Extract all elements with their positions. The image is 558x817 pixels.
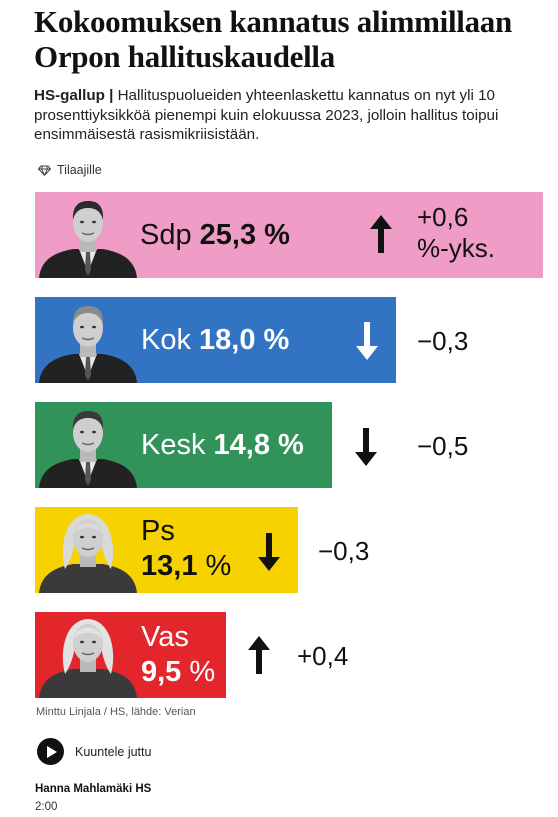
lead-paragraph: HS-gallup | Hallituspuolueiden yhteenlas… (34, 86, 539, 145)
party-leader-portrait (35, 507, 141, 593)
party-name: Sdp (140, 219, 192, 251)
arrow-down-icon (354, 427, 378, 467)
party-name: Ps (141, 515, 175, 547)
party-change-value: −0,5 (417, 431, 469, 461)
subscribers-badge: Tilaajille (38, 162, 102, 178)
image-credit: Minttu Linjala / HS, lähde: Verian (36, 706, 196, 718)
lead-text: Hallituspuolueiden yhteenlaskettu kannat… (34, 87, 499, 143)
party-label: Kesk 14,8 % (141, 430, 304, 460)
arrow-down-icon (355, 321, 379, 361)
party-leader-portrait (35, 192, 141, 278)
author: Hanna Mahlamäki HS (35, 783, 152, 795)
kicker-separator: | (109, 87, 114, 104)
party-support-chart: Sdp 25,3 % +0,6 %-yks. Kok 18,0 % −0,3 Kesk 1… (35, 192, 545, 702)
party-label: Sdp 25,3 % (140, 220, 290, 250)
party-row-kok: Kok 18,0 % −0,3 (35, 297, 545, 383)
party-support-value: 13,1 % (141, 550, 232, 582)
audio-duration: 2:00 (35, 801, 58, 813)
party-leader-portrait (35, 402, 141, 488)
party-row-ps: Ps 13,1 % −0,3 (35, 507, 545, 593)
arrow-down-icon (257, 532, 281, 572)
party-name: Kesk (141, 429, 206, 461)
party-name: Vas (141, 621, 189, 653)
headline: Kokoomuksen kannatus alimmillaan Orpon h… (34, 4, 512, 74)
diamond-icon (38, 165, 51, 176)
party-leader-portrait (35, 612, 141, 698)
listen-button[interactable]: Kuuntele juttu (37, 738, 151, 765)
subscribers-label: Tilaajille (57, 163, 102, 177)
kicker: HS-gallup (34, 87, 105, 104)
party-support-value: 14,8 % (213, 429, 304, 461)
party-leader-portrait (35, 297, 141, 383)
party-support-value: 18,0 % (199, 324, 290, 356)
party-change-value: −0,3 (318, 536, 370, 566)
party-support-value: 25,3 % (199, 219, 290, 251)
party-row-sdp: Sdp 25,3 % +0,6 %-yks. (35, 192, 545, 278)
party-change-value: +0,4 (297, 641, 349, 671)
party-name: Kok (141, 324, 191, 356)
party-row-vas: Vas 9,5 % +0,4 (35, 612, 545, 698)
party-change-value: −0,3 (417, 326, 469, 356)
party-change-value: +0,6 %-yks. (417, 202, 495, 263)
party-support-value: 9,5 % (141, 656, 216, 688)
arrow-up-icon (247, 635, 271, 675)
party-row-kesk: Kesk 14,8 % −0,5 (35, 402, 545, 488)
listen-label[interactable]: Kuuntele juttu (75, 744, 152, 759)
party-label: Kok 18,0 % (141, 325, 289, 355)
arrow-up-icon (369, 214, 393, 254)
play-icon[interactable] (37, 738, 64, 765)
